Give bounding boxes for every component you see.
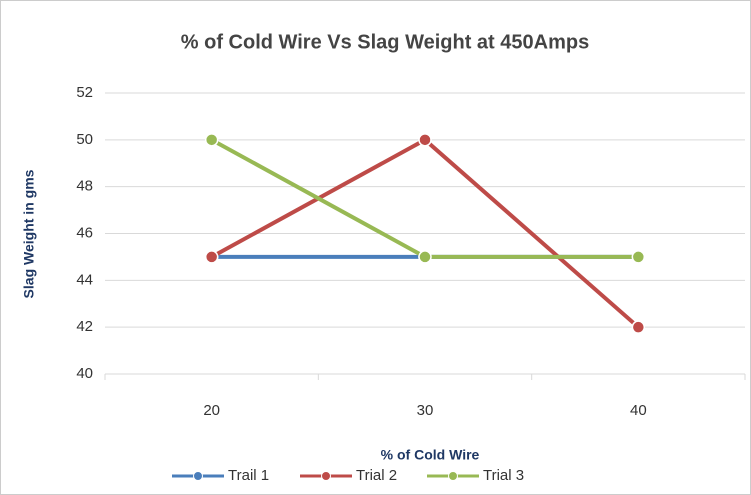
y-tick-label: 48 — [76, 178, 93, 195]
data-point — [631, 320, 646, 334]
x-tick-label: 30 — [417, 402, 434, 419]
y-tick-label: 50 — [76, 131, 93, 148]
data-point — [204, 133, 219, 147]
chart-title: % of Cold Wire Vs Slag Weight at 450Amps — [181, 31, 589, 53]
legend-marker — [193, 471, 203, 481]
x-tick-label: 20 — [203, 402, 220, 419]
legend-label: Trial 2 — [356, 467, 397, 484]
data-point — [204, 250, 219, 264]
y-tick-label: 42 — [76, 318, 93, 335]
y-tick-label: 40 — [76, 365, 93, 382]
y-tick-label: 46 — [76, 224, 93, 241]
x-tick-label: 40 — [630, 402, 647, 419]
y-tick-label: 52 — [76, 84, 93, 101]
legend-label: Trail 1 — [228, 467, 269, 484]
x-axis-label: % of Cold Wire — [381, 447, 480, 463]
y-axis-label: Slag Weight in gms — [21, 169, 37, 298]
data-point — [418, 250, 432, 264]
y-tick-label: 44 — [76, 271, 93, 288]
legend-label: Trial 3 — [483, 467, 524, 484]
data-point — [418, 133, 432, 147]
data-point — [631, 250, 646, 264]
legend-marker — [321, 471, 331, 481]
legend-marker — [448, 471, 458, 481]
